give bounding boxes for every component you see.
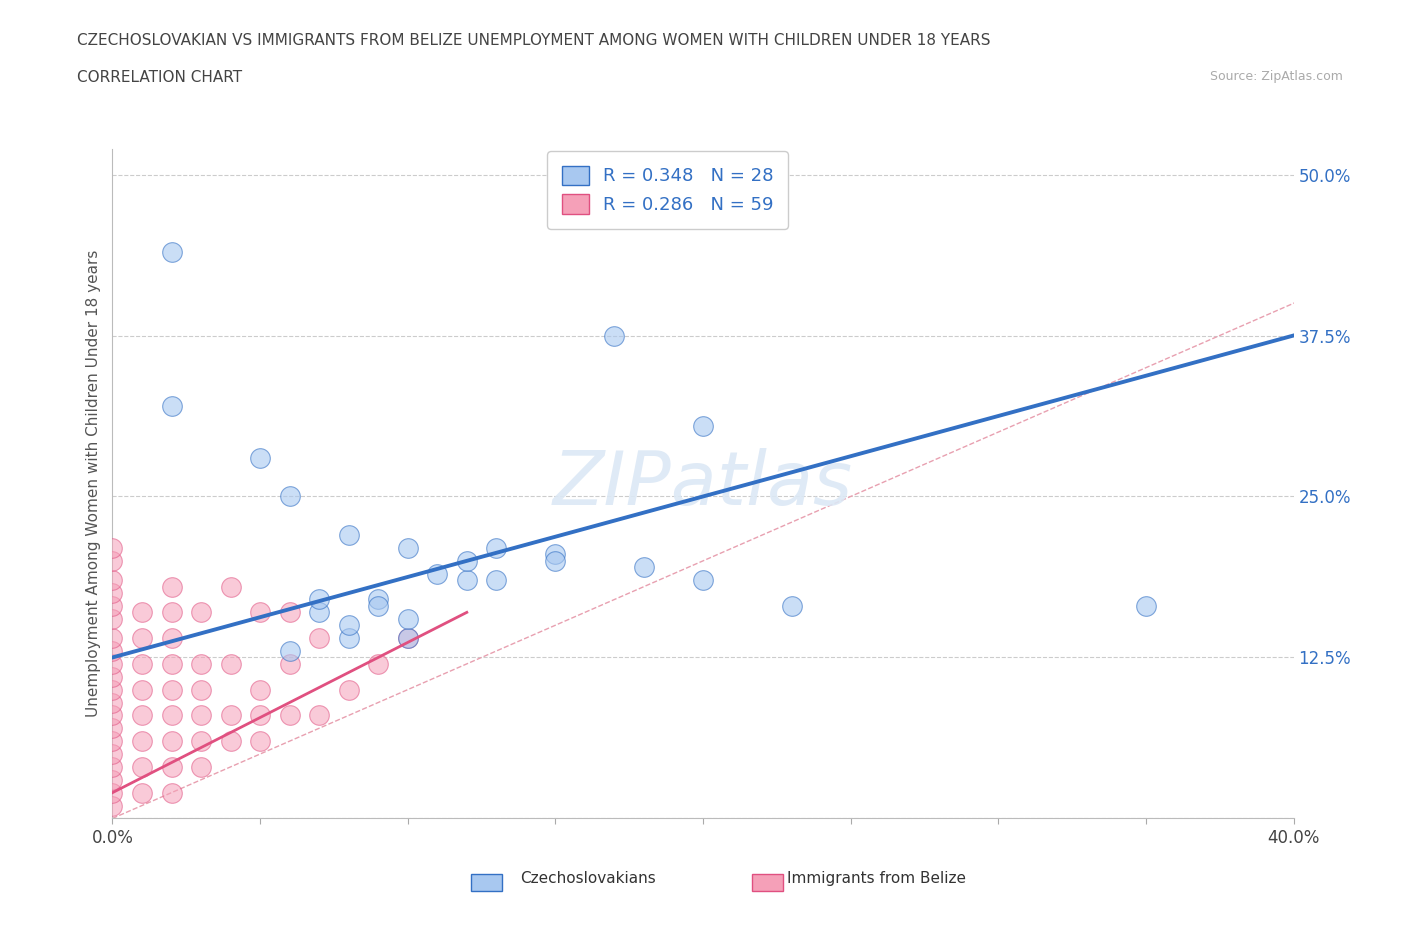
Point bbox=[131, 657, 153, 671]
Point bbox=[131, 604, 153, 619]
Point bbox=[160, 683, 183, 698]
Point bbox=[780, 599, 803, 614]
Point bbox=[308, 708, 330, 723]
Point bbox=[249, 604, 271, 619]
Point bbox=[160, 245, 183, 259]
Point bbox=[101, 695, 124, 710]
Point bbox=[190, 760, 212, 775]
Point bbox=[278, 644, 301, 658]
Point bbox=[456, 573, 478, 588]
Point bbox=[337, 527, 360, 542]
Point bbox=[544, 547, 567, 562]
Point bbox=[219, 734, 242, 749]
Point bbox=[1135, 599, 1157, 614]
Point bbox=[101, 760, 124, 775]
Point bbox=[101, 683, 124, 698]
Text: Czechoslovakians: Czechoslovakians bbox=[520, 871, 657, 886]
Point bbox=[249, 708, 271, 723]
Point bbox=[544, 553, 567, 568]
Point bbox=[160, 708, 183, 723]
Text: Source: ZipAtlas.com: Source: ZipAtlas.com bbox=[1209, 70, 1343, 83]
Point bbox=[131, 760, 153, 775]
Point bbox=[101, 657, 124, 671]
Point bbox=[426, 566, 449, 581]
Point bbox=[131, 785, 153, 800]
Text: Immigrants from Belize: Immigrants from Belize bbox=[787, 871, 966, 886]
Point bbox=[131, 708, 153, 723]
Point bbox=[190, 683, 212, 698]
Point bbox=[160, 631, 183, 645]
Point bbox=[131, 683, 153, 698]
Point bbox=[603, 328, 626, 343]
Point bbox=[101, 573, 124, 588]
Point bbox=[160, 760, 183, 775]
Point bbox=[101, 708, 124, 723]
Point bbox=[308, 604, 330, 619]
Point bbox=[131, 734, 153, 749]
Point bbox=[101, 599, 124, 614]
Point bbox=[396, 540, 419, 555]
Point bbox=[101, 586, 124, 601]
Point bbox=[396, 631, 419, 645]
Point bbox=[160, 579, 183, 594]
Point bbox=[160, 785, 183, 800]
Point bbox=[249, 450, 271, 465]
Point bbox=[190, 734, 212, 749]
Point bbox=[101, 670, 124, 684]
Point bbox=[367, 657, 389, 671]
Point bbox=[190, 708, 212, 723]
Point bbox=[337, 683, 360, 698]
Point bbox=[249, 683, 271, 698]
Point bbox=[308, 631, 330, 645]
Point bbox=[160, 399, 183, 414]
Point bbox=[101, 721, 124, 736]
Point bbox=[101, 798, 124, 813]
Point bbox=[190, 604, 212, 619]
Point bbox=[101, 734, 124, 749]
Point bbox=[101, 785, 124, 800]
Point bbox=[456, 553, 478, 568]
Point bbox=[692, 573, 714, 588]
Point bbox=[101, 540, 124, 555]
Point bbox=[101, 644, 124, 658]
Point bbox=[278, 604, 301, 619]
Point bbox=[190, 657, 212, 671]
Point bbox=[278, 489, 301, 504]
Point bbox=[219, 708, 242, 723]
Point bbox=[278, 657, 301, 671]
Point bbox=[160, 657, 183, 671]
Point bbox=[101, 553, 124, 568]
Point bbox=[367, 592, 389, 607]
Point bbox=[396, 611, 419, 626]
Point bbox=[367, 599, 389, 614]
Legend: R = 0.348   N = 28, R = 0.286   N = 59: R = 0.348 N = 28, R = 0.286 N = 59 bbox=[547, 152, 787, 229]
Point bbox=[308, 592, 330, 607]
Point bbox=[219, 657, 242, 671]
Point bbox=[396, 631, 419, 645]
Point bbox=[160, 734, 183, 749]
Text: ZIPatlas: ZIPatlas bbox=[553, 447, 853, 520]
Text: CORRELATION CHART: CORRELATION CHART bbox=[77, 70, 242, 85]
Point bbox=[101, 611, 124, 626]
Point bbox=[101, 772, 124, 787]
Text: CZECHOSLOVAKIAN VS IMMIGRANTS FROM BELIZE UNEMPLOYMENT AMONG WOMEN WITH CHILDREN: CZECHOSLOVAKIAN VS IMMIGRANTS FROM BELIZ… bbox=[77, 33, 991, 47]
Point bbox=[219, 579, 242, 594]
Point bbox=[337, 631, 360, 645]
Point bbox=[131, 631, 153, 645]
Point bbox=[101, 747, 124, 762]
Point bbox=[278, 708, 301, 723]
Y-axis label: Unemployment Among Women with Children Under 18 years: Unemployment Among Women with Children U… bbox=[86, 250, 101, 717]
Point bbox=[249, 734, 271, 749]
Point bbox=[101, 631, 124, 645]
Point bbox=[160, 604, 183, 619]
Point bbox=[337, 618, 360, 632]
Point bbox=[485, 573, 508, 588]
Point bbox=[633, 560, 655, 575]
Point bbox=[485, 540, 508, 555]
Point bbox=[692, 418, 714, 433]
